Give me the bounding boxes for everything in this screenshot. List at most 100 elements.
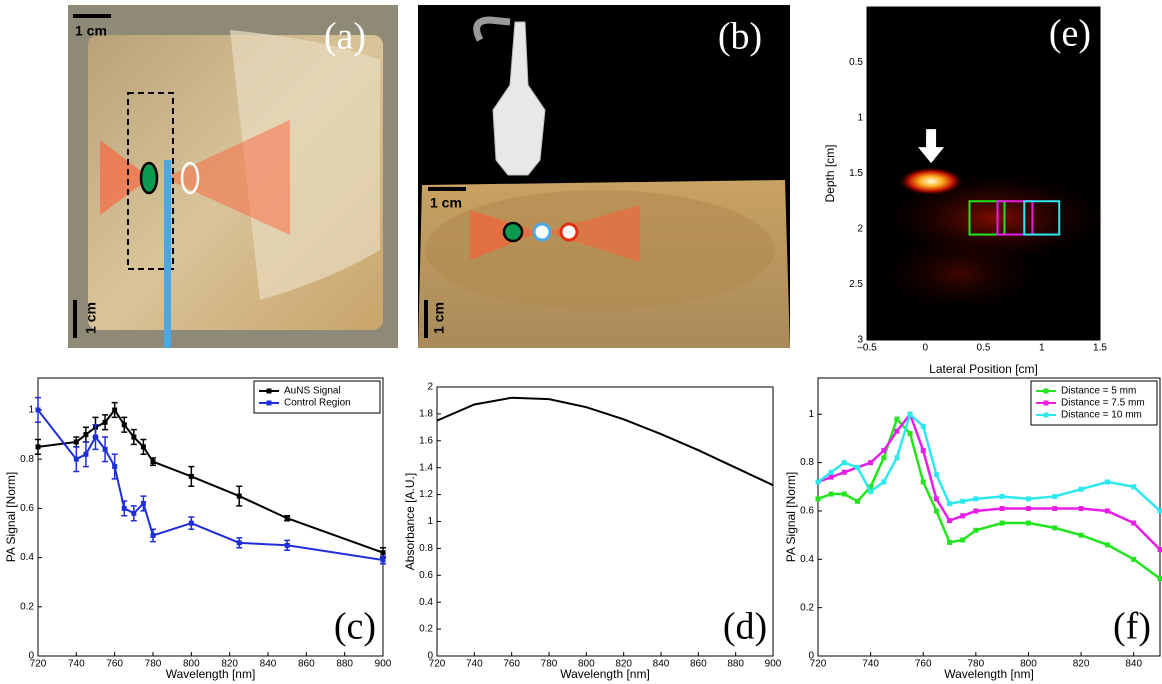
error-bar xyxy=(284,515,291,522)
x-axis-label: Lateral Position [cm] xyxy=(929,362,1038,376)
y-tick-label: 0.4 xyxy=(419,597,433,608)
marker xyxy=(960,537,966,543)
y-tick-label: 1.5 xyxy=(849,168,863,179)
marker xyxy=(1078,506,1084,512)
marker xyxy=(868,489,874,495)
error-bar xyxy=(140,495,147,512)
x-axis-label: Wavelength [nm] xyxy=(944,667,1034,681)
marker xyxy=(828,474,834,480)
panel-label: (e) xyxy=(1049,13,1091,55)
scale-label: 1 cm xyxy=(75,23,107,39)
marker xyxy=(920,423,926,429)
y-tick-label: 0 xyxy=(28,651,34,662)
legend-box xyxy=(253,380,381,414)
chart: –0.5 0 0.5 1 1.5 0.5 1 1.5 2 2.5 3 Lateral Position… xyxy=(823,6,1107,376)
y-tick-label: 1 xyxy=(808,409,814,420)
x-tick-label: 740 xyxy=(466,659,483,670)
marker xyxy=(1025,506,1031,512)
y-tick-label: 0.8 xyxy=(419,543,433,554)
y-tick-label: 1 xyxy=(857,113,863,124)
y-tick-label: 1.2 xyxy=(419,489,433,500)
y-tick-label: 0.2 xyxy=(800,602,814,613)
y-tick-label: 0.6 xyxy=(20,503,34,514)
marker xyxy=(947,539,953,545)
error-bar xyxy=(102,436,109,463)
error-bar xyxy=(380,555,386,565)
x-tick-label: 860 xyxy=(690,659,707,670)
marker xyxy=(881,479,887,485)
x-tick-label: 740 xyxy=(862,659,879,670)
x-tick-label: 1.5 xyxy=(1093,343,1107,354)
legend-marker xyxy=(266,400,272,406)
marker xyxy=(933,508,939,514)
y-tick-label: 2 xyxy=(857,224,863,235)
x-tick-label: 900 xyxy=(375,659,392,670)
marker xyxy=(973,527,979,533)
marker xyxy=(973,496,979,502)
y-axis-label: PA Signal [Norm] xyxy=(784,472,798,562)
x-tick-label: 820 xyxy=(615,659,632,670)
y-tick-label: 0.5 xyxy=(849,57,863,68)
marker xyxy=(815,496,821,502)
marker xyxy=(973,508,979,514)
marker xyxy=(894,428,900,434)
legend-label: AuNS Signal xyxy=(284,386,341,397)
y-tick-label: 1.8 xyxy=(419,409,433,420)
x-tick-label: 720 xyxy=(30,659,47,670)
marker xyxy=(815,479,821,485)
x-tick-label: 780 xyxy=(968,659,985,670)
legend-label: Distance = 10 mm xyxy=(1061,410,1142,421)
x-tick-label: 800 xyxy=(1020,659,1037,670)
x-tick-label: 800 xyxy=(578,659,595,670)
error-bar xyxy=(150,457,156,467)
marker xyxy=(999,493,1005,499)
y-tick-label: 0.6 xyxy=(419,570,433,581)
roi-box xyxy=(968,200,1006,236)
x-tick-label: 820 xyxy=(1073,659,1090,670)
marker xyxy=(881,455,887,461)
marker xyxy=(1131,484,1137,490)
y-tick-label: 0 xyxy=(427,651,433,662)
heatmap-hotspot xyxy=(899,167,964,196)
x-tick-label: 800 xyxy=(183,659,200,670)
x-tick-label: 720 xyxy=(810,659,827,670)
error-bar xyxy=(130,428,137,446)
y-tick-label: 0.8 xyxy=(20,454,34,465)
x-tick-label: 1 xyxy=(1039,343,1045,354)
marker xyxy=(841,460,847,466)
marker xyxy=(1157,576,1162,582)
marker xyxy=(933,472,939,478)
marker xyxy=(933,496,939,502)
x-tick-label: 860 xyxy=(298,659,315,670)
marker xyxy=(1025,520,1031,526)
legend-marker xyxy=(266,388,272,394)
marker xyxy=(1131,556,1137,562)
x-axis-label: Wavelength [nm] xyxy=(560,667,650,681)
x-tick-label: 880 xyxy=(727,659,744,670)
error-bar xyxy=(121,500,128,517)
error-bar xyxy=(188,465,195,487)
panel-label: (c) xyxy=(334,606,376,648)
x-tick-label: 0.5 xyxy=(977,343,991,354)
scale-label: 1 cm xyxy=(83,302,99,334)
x-tick-label: 0 xyxy=(922,343,928,354)
error-bar xyxy=(35,396,41,424)
scale-label: 1 cm xyxy=(431,302,447,334)
x-tick-label: 760 xyxy=(503,659,520,670)
x-tick-label: 880 xyxy=(336,659,353,670)
x-axis-label: Wavelength [nm] xyxy=(166,667,256,681)
plot-frame xyxy=(37,377,384,657)
marker xyxy=(894,455,900,461)
y-tick-label: 0.4 xyxy=(20,552,34,563)
marker xyxy=(1157,508,1162,514)
x-tick-label: 840 xyxy=(260,659,277,670)
legend-label: Distance = 5 mm xyxy=(1061,386,1136,397)
panel-label: (b) xyxy=(718,16,762,58)
marker xyxy=(854,464,860,470)
x-tick-label: 780 xyxy=(145,659,162,670)
panel-label: (f) xyxy=(1113,606,1151,648)
legend-marker xyxy=(1043,412,1049,418)
y-tick-label: 0.4 xyxy=(800,554,814,565)
error-bar xyxy=(73,446,80,473)
